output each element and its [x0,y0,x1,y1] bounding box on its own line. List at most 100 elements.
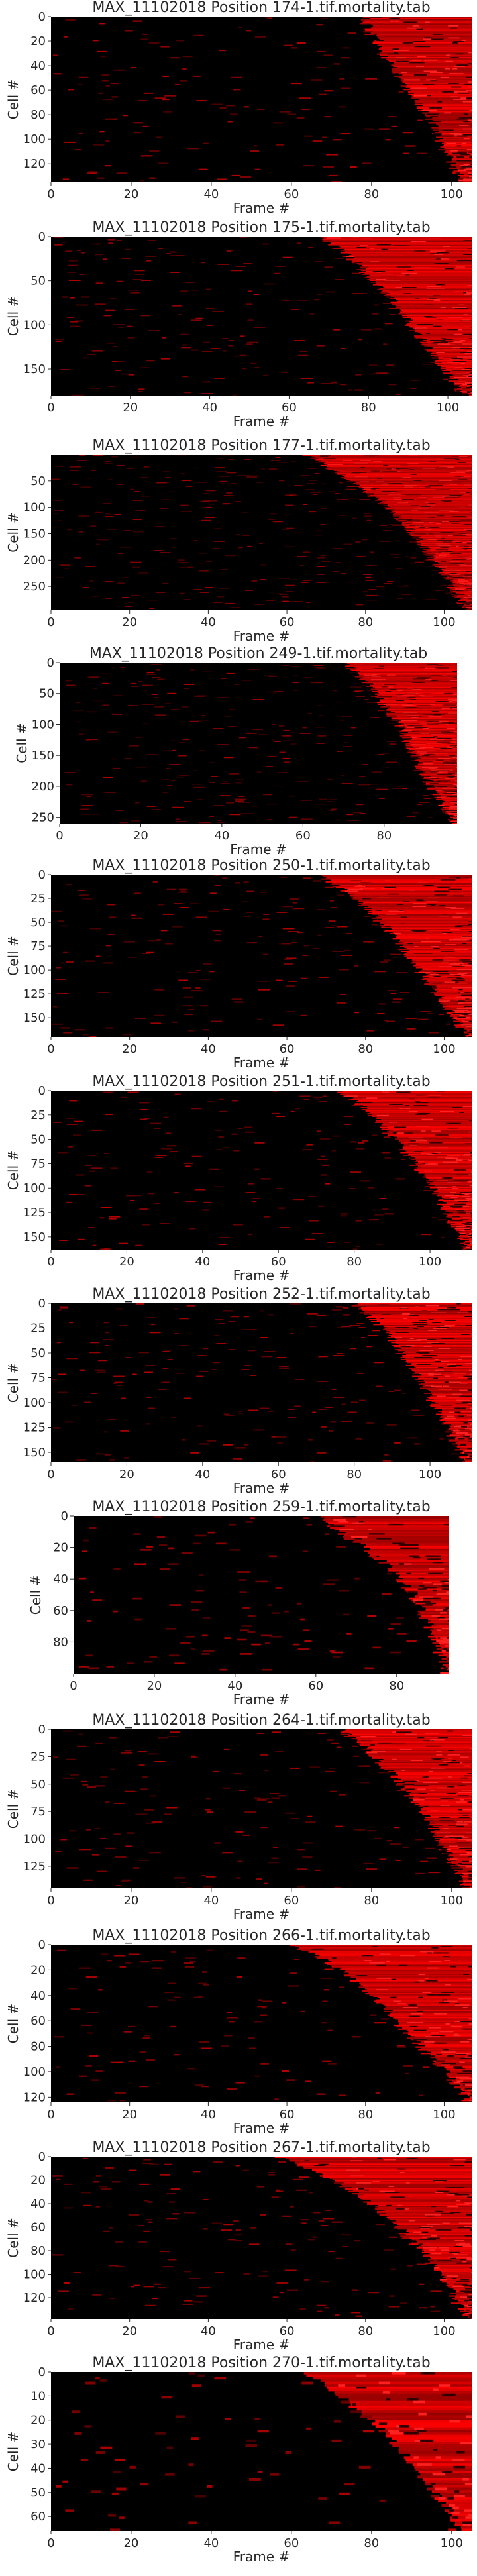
heat-cell [450,27,458,29]
heat-cell [282,906,288,908]
heat-cell-block [439,1827,472,1829]
heat-cell [174,1093,181,1095]
heat-cell [441,500,452,502]
heat-cell [460,936,468,938]
heat-cell [100,56,106,58]
heat-cell [446,142,456,144]
heat-cell [190,1756,198,1758]
heat-cell [329,884,335,886]
heat-cell [171,1417,176,1418]
x-tick-label: 100 [419,1468,441,1481]
heat-cell [374,717,380,718]
heat-cell [191,1755,196,1757]
heat-cell-block [443,1653,449,1655]
heat-cell [325,1533,329,1535]
heat-cell [466,149,472,151]
heat-cell-block [433,555,472,557]
heat-cell [69,1830,77,1832]
heat-cell [470,393,472,394]
y-tick-label: 100 [23,1181,46,1195]
heat-cell [443,1161,458,1163]
heat-cell [444,496,460,498]
heat-cell-block [425,1607,449,1609]
heat-cell [314,472,320,474]
heat-cell [463,1375,472,1377]
heat-cell [461,1790,472,1791]
heat-cell-block [363,266,472,267]
heat-cell [341,1733,350,1735]
heat-cell [246,733,257,734]
heat-cell [437,466,444,467]
heat-cell [168,1563,179,1566]
heat-cell [366,1422,374,1424]
heat-cell [246,890,255,892]
heat-cell-block [427,1810,472,1812]
heat-cell [447,796,457,798]
heat-cell [416,1094,425,1096]
heat-cell [458,876,472,878]
heat-cell [138,391,144,392]
heat-cell [179,1318,189,1320]
heat-cell [433,736,438,737]
heat-cell [209,971,215,973]
heat-cell-block [389,1131,472,1133]
heat-cell [390,1651,401,1654]
heat-cell [432,959,443,961]
heat-cell [443,364,452,365]
heat-cell [468,924,472,926]
heat-cell-block [344,1735,472,1737]
heat-cell-block [414,330,472,331]
heat-cell [201,393,213,394]
heat-cell [406,1544,419,1546]
heat-cell-block [424,1819,472,1821]
heat-cell [427,504,436,506]
heat-cell-block [414,99,472,102]
heat-cell-block [410,322,472,323]
heat-cell [66,317,75,318]
heat-cell [466,1226,471,1228]
heat-cell [244,1316,249,1318]
heat-cell [450,731,457,732]
heat-cell [186,486,193,487]
heat-cell [130,1195,142,1197]
heat-cell-block [405,955,472,956]
heat-cell-block [372,920,472,922]
heat-cell [463,333,472,335]
heatmap-cells [51,875,472,1037]
heat-cell [180,1642,191,1644]
heat-cell-block [414,329,472,331]
heat-cell [444,1381,449,1383]
heat-cell [81,252,85,254]
heat-cell-block [334,470,472,471]
heat-cell [392,48,399,50]
heat-cell [56,993,69,994]
heat-cell [464,168,472,170]
heat-cell [446,1122,462,1124]
heat-cell-block [443,138,472,140]
heat-cell [455,999,469,1001]
heat-cell [290,1110,295,1112]
heat-cell [139,1102,150,1104]
heat-cell [438,551,452,553]
heat-cell-block [430,548,472,549]
heat-cell [131,820,140,822]
heat-cell [94,511,102,513]
heat-cell [456,1174,468,1176]
heat-cell-block [365,680,457,682]
heat-cell [399,1308,409,1310]
heat-cell [449,553,462,555]
heat-cell [423,1346,432,1348]
heat-cell-block [394,1780,472,1782]
heat-cell [111,96,118,98]
heat-cell-block [422,537,472,539]
heat-cell-block [425,115,472,117]
heat-cell-block [444,573,472,574]
heat-cell [459,124,469,127]
heat-cell [450,359,461,360]
heat-cell-block [412,958,472,960]
heat-cell [165,1132,172,1134]
heat-cell-block [404,947,472,949]
heat-cell-block [461,598,472,600]
heat-cell [351,1105,360,1106]
heat-cell [436,258,449,260]
